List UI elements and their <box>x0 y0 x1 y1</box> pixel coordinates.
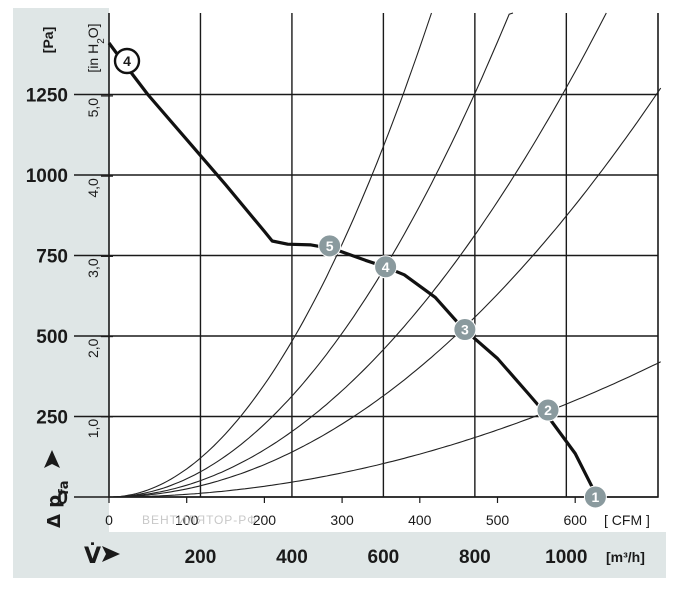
operating-point-5 <box>318 234 342 258</box>
y-arrow-icon <box>44 450 60 468</box>
system-curve <box>109 361 661 498</box>
x-ticks-m3h: 200 400 600 800 1000 <box>185 547 588 568</box>
system-curve <box>109 87 662 498</box>
operating-point-3 <box>453 318 477 342</box>
x-tick-label-m3h: 200 <box>185 547 217 568</box>
svg-text:Δ pfa: Δ pfa <box>44 480 72 528</box>
operating-point-label: 3 <box>461 322 469 338</box>
operating-point-2 <box>536 398 560 422</box>
y-ticks-inh2o: 1,0 2,0 3,0 4,0 5,0 <box>85 95 113 439</box>
x-tick-label-m3h: 600 <box>368 547 400 568</box>
bottom-panel <box>13 532 666 578</box>
x-ticks-cfm: 0 100 200 300 400 500 600 <box>105 497 587 528</box>
y-tick-label-inh2o: 5,0 <box>85 98 101 118</box>
x-unit-cfm: [ CFM ] <box>604 512 650 528</box>
curve-label-marker: 4 <box>113 47 141 75</box>
x-tick-label-cfm: 400 <box>408 512 432 528</box>
y-tick-label-pa: 1250 <box>26 86 68 107</box>
x-tick-label-cfm: 300 <box>330 512 354 528</box>
y-tick-label-inh2o: 4,0 <box>85 178 101 198</box>
y-tick-label-pa: 750 <box>36 247 68 268</box>
x-tick-label-cfm: 200 <box>253 512 277 528</box>
x-tick-label-cfm: 0 <box>105 512 113 528</box>
operating-point-1 <box>583 485 607 509</box>
operating-points: 1 2 3 4 5 <box>318 234 607 509</box>
system-curves <box>108 12 662 498</box>
y-tick-label-pa: 0 <box>57 488 68 509</box>
system-curve <box>108 12 433 498</box>
left-panel <box>13 8 109 578</box>
operating-point-label: 1 <box>592 489 600 505</box>
operating-point-4 <box>374 255 398 279</box>
operating-point-label: 2 <box>544 402 552 418</box>
x-tick-label-m3h: 800 <box>459 547 491 568</box>
y-tick-label-inh2o: 3,0 <box>85 258 101 278</box>
x-tick-label-m3h: 400 <box>276 547 308 568</box>
curve-label-text: 4 <box>123 53 131 69</box>
x-axis-symbol: V̇ <box>84 543 101 569</box>
system-curve <box>109 12 514 498</box>
y-tick-label-pa: 1000 <box>26 166 68 187</box>
operating-point-label: 4 <box>382 259 390 275</box>
x-tick-label-cfm: 500 <box>486 512 510 528</box>
x-tick-label-cfm: 600 <box>564 512 588 528</box>
y-tick-label-pa: 500 <box>36 327 68 348</box>
y-unit-inh2o: [in H2O] <box>85 23 107 72</box>
y-tick-label-inh2o: 2,0 <box>85 338 101 358</box>
y-unit-pa: [Pa] <box>40 27 56 53</box>
y-tick-label-inh2o: 1,0 <box>85 419 101 439</box>
operating-point-label: 5 <box>326 238 334 254</box>
x-tick-label-m3h: 1000 <box>545 547 587 568</box>
y-axis-symbol: Δ pfa <box>44 450 72 528</box>
x-arrow-icon <box>102 546 120 562</box>
system-curve <box>109 12 607 498</box>
x-tick-label-cfm: 100 <box>175 512 199 528</box>
x-unit-m3h: [m³/h] <box>606 549 645 565</box>
watermark: ВЕНТИЛЯТОР-РФ <box>142 513 257 527</box>
y-tick-label-pa: 250 <box>36 408 68 429</box>
y-ticks-pa: 0 250 500 750 1000 1250 <box>26 86 109 509</box>
